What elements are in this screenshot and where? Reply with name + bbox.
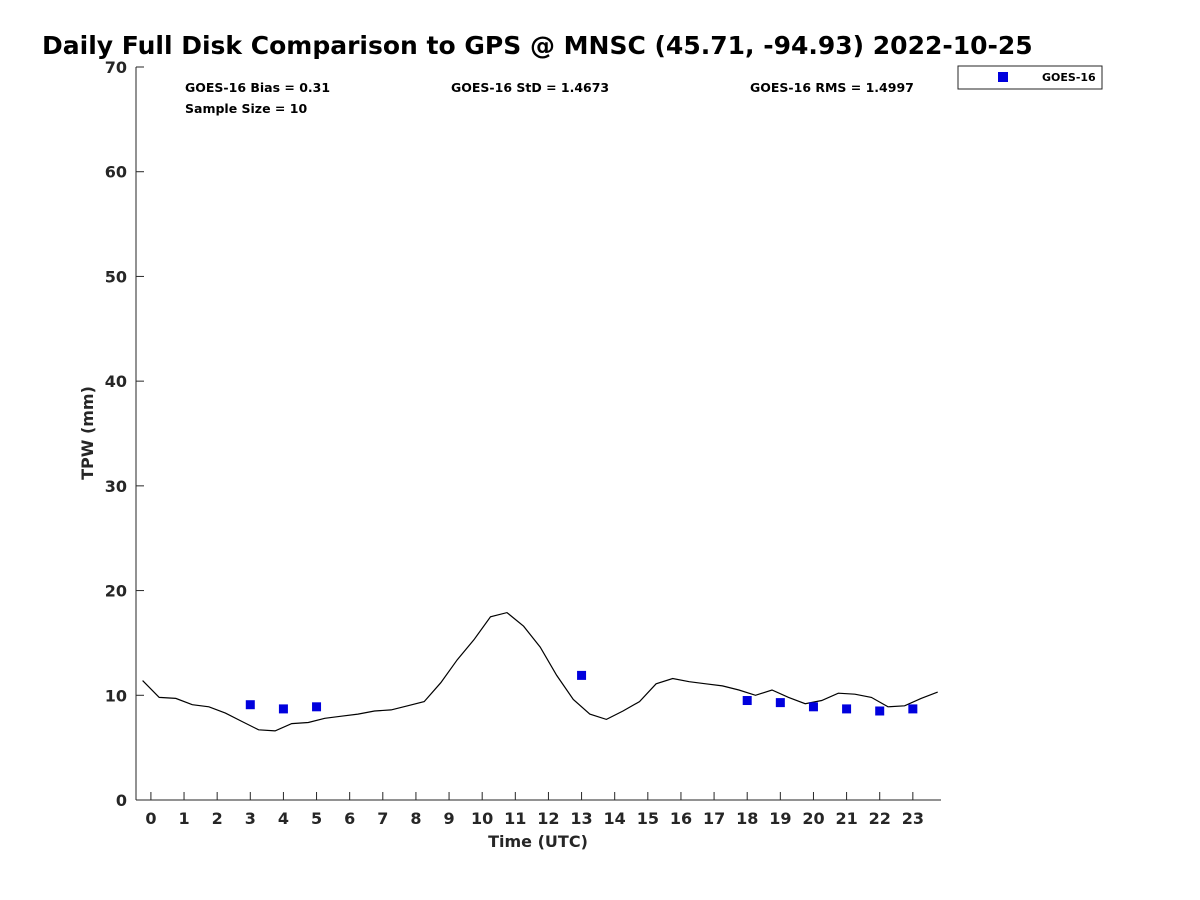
x-tick-label: 9 xyxy=(443,809,454,828)
legend: GOES-16 xyxy=(957,65,1103,90)
x-tick-label: 8 xyxy=(410,809,421,828)
y-tick-label: 50 xyxy=(105,267,127,286)
x-tick-label: 20 xyxy=(802,809,824,828)
goes16-scatter-series xyxy=(245,670,918,716)
x-tick-label: 10 xyxy=(471,809,493,828)
x-tick-label: 23 xyxy=(902,809,924,828)
x-tick-label: 1 xyxy=(178,809,189,828)
goes16-point xyxy=(312,702,322,712)
x-tick-label: 17 xyxy=(703,809,725,828)
bias-annotation: GOES-16 Bias = 0.31 xyxy=(185,80,330,95)
x-tick-label: 19 xyxy=(769,809,791,828)
y-axis-label: TPW (mm) xyxy=(78,386,97,480)
goes16-point xyxy=(842,704,852,714)
goes16-point xyxy=(742,696,752,706)
goes16-point xyxy=(908,704,918,714)
x-tick-label: 5 xyxy=(311,809,322,828)
y-tick-label: 10 xyxy=(105,686,127,705)
plot-axes xyxy=(135,67,941,801)
x-tick-label: 0 xyxy=(145,809,156,828)
y-tick-label: 60 xyxy=(105,163,127,182)
goes16-point xyxy=(808,702,818,712)
x-axis-label: Time (UTC) xyxy=(488,832,588,851)
sample-size-annotation: Sample Size = 10 xyxy=(185,101,307,116)
goes16-point xyxy=(577,670,587,680)
y-tick-label: 0 xyxy=(116,791,127,810)
gps-line-series xyxy=(142,611,938,732)
legend-marker-square xyxy=(998,72,1008,82)
x-tick-label: 21 xyxy=(835,809,857,828)
x-tick-label: 7 xyxy=(377,809,388,828)
y-ticks: 0 10 20 30 40 50 60 70 xyxy=(105,58,144,810)
goes16-point xyxy=(245,700,255,710)
rms-annotation: GOES-16 RMS = 1.4997 xyxy=(750,80,914,95)
x-ticks: 0 1 2 3 4 5 6 7 8 9 10 11 12 13 14 15 16 17 18 19 20 21 22 23 xyxy=(145,792,924,828)
chart-title: Daily Full Disk Comparison to GPS @ MNSC… xyxy=(42,31,1033,60)
x-tick-label: 2 xyxy=(212,809,223,828)
x-tick-label: 3 xyxy=(245,809,256,828)
goes16-point xyxy=(278,704,288,714)
x-tick-label: 16 xyxy=(670,809,692,828)
x-tick-label: 12 xyxy=(537,809,559,828)
goes16-point xyxy=(875,706,885,716)
gps-line xyxy=(142,611,938,732)
legend-label: GOES-16 xyxy=(1042,71,1096,84)
x-tick-label: 18 xyxy=(736,809,758,828)
x-tick-label: 6 xyxy=(344,809,355,828)
std-annotation: GOES-16 StD = 1.4673 xyxy=(451,80,609,95)
y-tick-label: 70 xyxy=(105,58,127,77)
y-tick-label: 30 xyxy=(105,477,127,496)
y-tick-label: 20 xyxy=(105,582,127,601)
x-tick-label: 11 xyxy=(504,809,526,828)
legend-box xyxy=(957,65,1103,90)
x-tick-label: 14 xyxy=(604,809,626,828)
x-tick-label: 4 xyxy=(278,809,289,828)
goes16-point xyxy=(775,698,785,708)
y-tick-label: 40 xyxy=(105,372,127,391)
x-tick-label: 15 xyxy=(637,809,659,828)
x-tick-label: 13 xyxy=(570,809,592,828)
x-tick-label: 22 xyxy=(869,809,891,828)
